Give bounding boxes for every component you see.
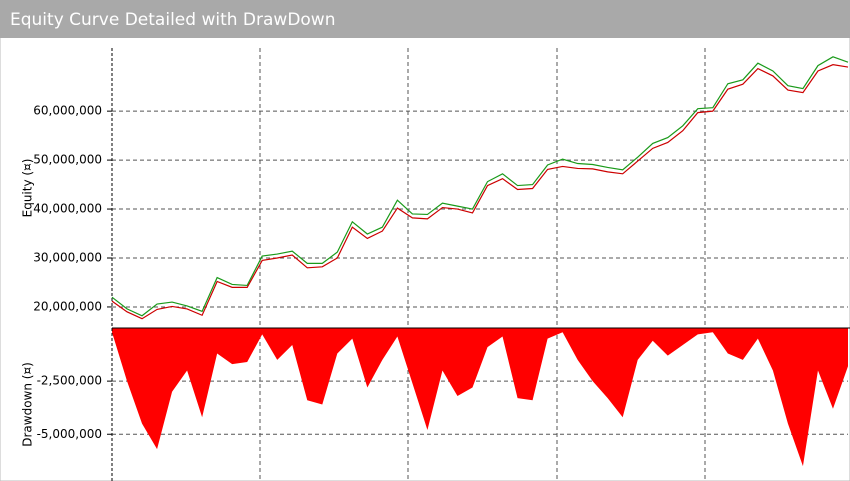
- x-grid: [259, 48, 706, 481]
- y-tick-label: 20,000,000: [33, 299, 102, 313]
- y-tick-label: 50,000,000: [33, 153, 102, 167]
- title-bar: [0, 0, 850, 38]
- y-tick-label: 60,000,000: [33, 104, 102, 118]
- y-axis-label: Drawdown (¤): [21, 362, 35, 447]
- y-tick-label: 30,000,000: [33, 251, 102, 265]
- chart-title: Equity Curve Detailed with DrawDown: [10, 10, 336, 30]
- y-axis-label: Equity (¤): [21, 159, 35, 218]
- equity-line: [111, 64, 849, 320]
- y-tick-label: -2,500,000: [37, 374, 102, 388]
- equity-line: [111, 56, 849, 317]
- y-tick-label: -5,000,000: [37, 427, 102, 441]
- drawdown-area: [112, 328, 848, 467]
- y-tick-label: 40,000,000: [33, 202, 102, 216]
